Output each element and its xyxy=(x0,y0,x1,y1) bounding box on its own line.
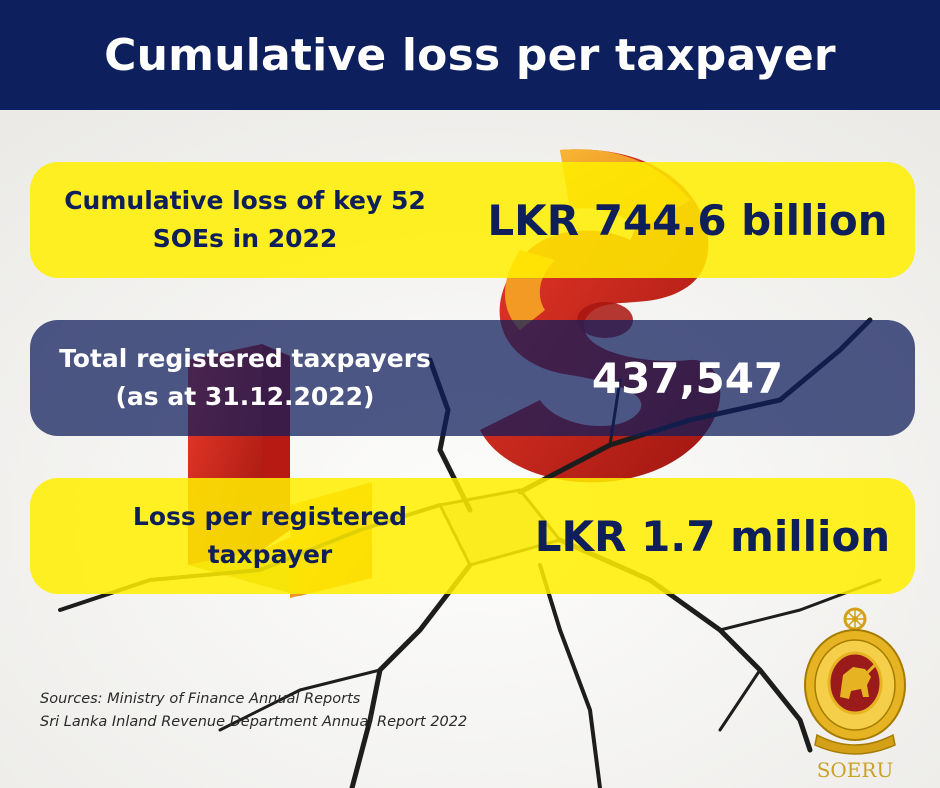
cumulative-loss-card: Cumulative loss of key 52 SOEs in 2022 L… xyxy=(30,162,915,278)
loss-per-taxpayer-card: Loss per registered taxpayer LKR 1.7 mil… xyxy=(30,478,915,594)
loss-per-taxpayer-label: Loss per registered taxpayer xyxy=(132,502,408,569)
source-line: Sri Lanka Inland Revenue Department Annu… xyxy=(40,714,468,730)
sources-note: Sources: Ministry of Finance Annual Repo… xyxy=(40,688,467,734)
cumulative-loss-label: Cumulative loss of key 52 SOEs in 2022 xyxy=(64,186,426,253)
logo-wordmark: SOERU xyxy=(817,758,894,780)
source-line: Sources: Ministry of Finance Annual Repo… xyxy=(40,691,361,707)
soeru-emblem-logo: SOERU xyxy=(804,607,906,780)
registered-taxpayers-label: Total registered taxpayers (as at 31.12.… xyxy=(59,344,431,411)
loss-per-taxpayer-value: LKR 1.7 million xyxy=(534,511,891,561)
lion-icon xyxy=(840,663,877,699)
title-banner: Cumulative loss per taxpayer xyxy=(0,0,940,110)
cumulative-loss-value: LKR 744.6 billion xyxy=(487,195,888,245)
registered-taxpayers-card: Total registered taxpayers (as at 31.12.… xyxy=(30,320,915,436)
registered-taxpayers-value: 437,547 xyxy=(591,353,784,403)
dharma-wheel-icon xyxy=(843,607,867,631)
page-title: Cumulative loss per taxpayer xyxy=(104,29,836,81)
